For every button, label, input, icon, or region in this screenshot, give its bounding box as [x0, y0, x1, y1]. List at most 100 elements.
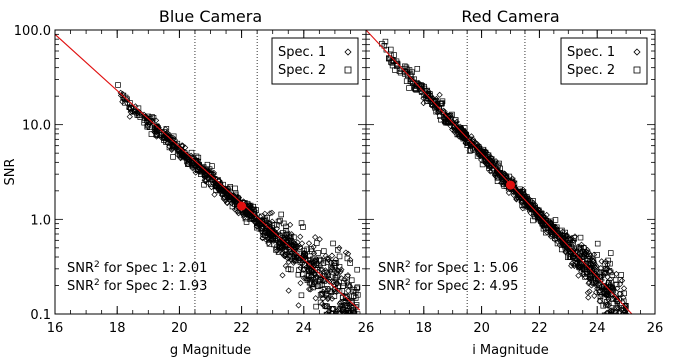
spec2-point [126, 104, 133, 110]
spec2-point [312, 278, 318, 285]
spec2-point [274, 222, 280, 228]
spec2-point [317, 299, 324, 306]
spec1-point [620, 285, 628, 292]
spec2-point [319, 277, 326, 283]
spec1-point [322, 252, 329, 259]
spec2-point [533, 210, 539, 216]
spec2-point [201, 182, 207, 188]
spec2-point [323, 311, 330, 314]
spec1-point [335, 313, 337, 314]
spec2-point [488, 159, 494, 166]
spec2-point [324, 259, 331, 265]
spec2-point [229, 203, 236, 210]
chart-title: Red Camera [461, 7, 559, 26]
spec2-point [304, 246, 310, 253]
spec1-point [328, 252, 336, 259]
spec1-point [305, 240, 313, 247]
spec2-point [604, 299, 610, 305]
spec1-point [341, 276, 348, 283]
snr-annotation: SNR2 for Spec 1: 5.06 [378, 260, 518, 276]
spec2-point [308, 268, 315, 275]
legend-square-icon [633, 66, 641, 74]
x-tick-label: 18 [109, 321, 126, 336]
spec2-point [313, 303, 319, 310]
spec2-point [616, 310, 623, 314]
spec1-point [312, 295, 319, 302]
y-tick-label: 100.0 [14, 24, 51, 39]
spec2-point [150, 115, 157, 121]
spec1-point [347, 256, 354, 263]
spec1-point [623, 316, 628, 321]
spec1-point [342, 315, 347, 320]
spec2-point [174, 140, 181, 147]
spec1-point [297, 279, 304, 287]
y-tick-label: 10.0 [22, 119, 51, 134]
spec2-point [347, 260, 353, 266]
spec2-point [148, 131, 155, 137]
x-tick-label: 24 [296, 321, 313, 336]
spec2-point [308, 274, 315, 280]
legend-square-icon [344, 66, 352, 74]
spec2-point [278, 211, 284, 218]
reference-point [237, 201, 247, 211]
spec2-point [322, 303, 328, 309]
spec2-point [328, 264, 334, 271]
spec2-point [445, 119, 451, 125]
spec2-point [128, 105, 134, 111]
spec2-point [352, 304, 359, 310]
spec2-point [516, 194, 522, 201]
spec2-point [255, 223, 262, 230]
spec2-point [298, 220, 305, 226]
spec2-point [344, 273, 351, 280]
spec2-point [336, 315, 341, 320]
spec2-point [584, 271, 591, 277]
spec2-point [529, 205, 535, 212]
spec2-point [567, 237, 573, 244]
spec2-point [327, 314, 332, 319]
spec2-point [198, 168, 205, 175]
spec2-point [471, 147, 478, 153]
spec2-point [165, 135, 171, 141]
spec2-point [321, 248, 327, 254]
spec2-point [581, 252, 587, 259]
spec2-point [132, 109, 139, 115]
spec2-point [277, 246, 283, 253]
spec2-point [149, 118, 155, 124]
x-tick-label: 20 [473, 321, 490, 336]
spec2-point [298, 292, 305, 299]
annotation-superscript: 2 [94, 278, 100, 288]
spec1-point [323, 255, 331, 262]
legend-entry: Spec. 1 [278, 45, 326, 60]
spec2-point [317, 256, 323, 263]
spec2-point [275, 218, 282, 225]
spec2-point [284, 242, 290, 249]
spec2-point [538, 210, 544, 216]
spec2-point [606, 268, 613, 274]
spec2-point [296, 267, 302, 273]
spec2-point [277, 241, 283, 248]
x-tick-label: 26 [358, 321, 375, 336]
annotation-prefix: SNR [67, 261, 94, 276]
spec1-point [337, 299, 344, 306]
spec2-point [188, 149, 195, 156]
spec1-point [455, 133, 462, 140]
spec1-point [202, 178, 209, 185]
spec2-point [534, 210, 540, 217]
x-tick-label: 26 [647, 321, 664, 336]
spec2-point [552, 217, 559, 223]
spec1-point [268, 209, 276, 216]
spec2-point [331, 259, 337, 266]
spec2-point [242, 215, 249, 222]
spec2-point [621, 298, 627, 305]
annotation-superscript: 2 [94, 260, 100, 270]
spec2-point [412, 86, 419, 92]
spec2-point [350, 316, 355, 321]
spec2-point [170, 154, 176, 160]
fit-line [55, 33, 361, 311]
spec2-point [604, 290, 610, 297]
spec1-point [285, 287, 292, 294]
spec2-point [145, 122, 151, 129]
spec1-point [330, 281, 337, 288]
spec1-point [330, 279, 337, 286]
x-tick-label: 18 [416, 321, 433, 336]
